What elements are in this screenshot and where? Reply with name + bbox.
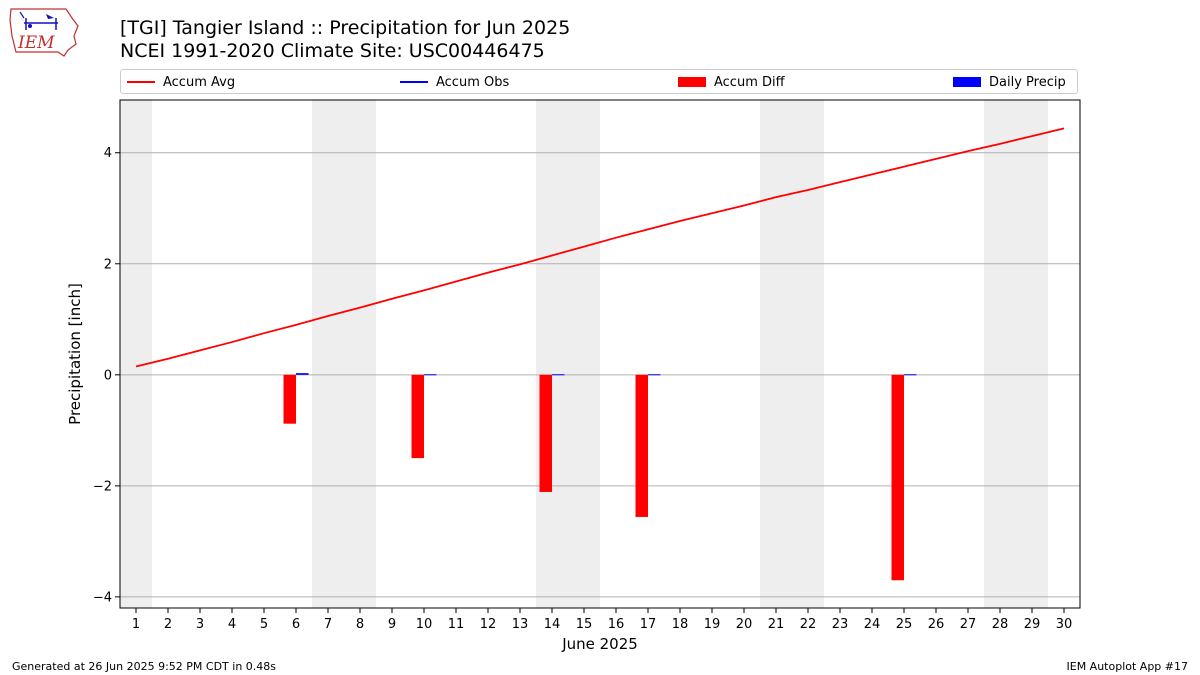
- x-tick-label: 1: [132, 617, 140, 632]
- weekend-band: [760, 100, 792, 608]
- x-tick-label: 29: [1024, 617, 1041, 632]
- x-tick-label: 13: [512, 617, 529, 632]
- x-tick-label: 5: [260, 617, 268, 632]
- x-tick-label: 26: [928, 617, 945, 632]
- accum-diff-bar: [411, 374, 424, 459]
- legend-swatch: [127, 81, 155, 83]
- y-tick-label: −4: [93, 590, 112, 605]
- x-tick-label: 19: [704, 617, 721, 632]
- y-tick-label: 0: [104, 368, 112, 383]
- x-tick-label: 10: [416, 617, 433, 632]
- x-tick-label: 30: [1056, 617, 1073, 632]
- x-tick-label: 8: [356, 617, 364, 632]
- x-tick-label: 9: [388, 617, 396, 632]
- legend-swatch: [678, 77, 706, 87]
- x-tick-label: 21: [768, 617, 785, 632]
- x-tick-label: 20: [736, 617, 753, 632]
- x-tick-label: 15: [576, 617, 593, 632]
- daily-precip-bar: [904, 374, 917, 376]
- x-tick-label: 18: [672, 617, 689, 632]
- x-tick-label: 16: [608, 617, 625, 632]
- y-tick-label: −2: [93, 479, 112, 494]
- plot-frame: [119, 99, 1081, 609]
- x-tick-label: 2: [164, 617, 172, 632]
- legend-label: Accum Avg: [163, 74, 236, 90]
- chart-title: [TGI] Tangier Island :: Precipitation fo…: [120, 17, 571, 39]
- accum-avg-line: [135, 127, 1065, 368]
- x-tick-label: 25: [896, 617, 913, 632]
- weekend-band: [344, 100, 376, 608]
- legend-item-accum-diff: Accum Diff: [678, 73, 785, 91]
- legend-item-daily-precip: Daily Precip: [953, 73, 1066, 91]
- logo-text: IEM: [17, 33, 55, 53]
- footer-app: IEM Autoplot App #17: [1066, 660, 1189, 673]
- x-tick-label: 24: [864, 617, 881, 632]
- iem-logo: IEM: [8, 6, 80, 58]
- x-tick-label: 3: [196, 617, 204, 632]
- weekend-band: [536, 100, 568, 608]
- legend-label: Daily Precip: [989, 74, 1066, 90]
- x-tick-label: 28: [992, 617, 1009, 632]
- weekend-band: [984, 100, 1016, 608]
- y-tick-label: 4: [104, 146, 112, 161]
- x-tick-label: 11: [448, 617, 465, 632]
- x-tick-label: 7: [324, 617, 332, 632]
- legend-item-accum-avg: Accum Avg: [127, 73, 235, 91]
- accum-diff-bar: [635, 374, 648, 517]
- weekend-band: [792, 100, 824, 608]
- legend-swatch: [953, 77, 981, 87]
- x-tick-label: 4: [228, 617, 236, 632]
- x-axis-label: June 2025: [561, 635, 638, 653]
- daily-precip-bar: [296, 373, 309, 375]
- daily-precip-bar: [552, 374, 565, 376]
- x-tick-label: 17: [640, 617, 657, 632]
- y-tick-label: 2: [104, 257, 112, 272]
- accum-diff-bar: [539, 374, 552, 492]
- accum-diff-bar: [283, 374, 296, 424]
- y-axis-label: Precipitation [inch]: [66, 283, 84, 425]
- legend-item-accum-obs: Accum Obs: [400, 73, 509, 91]
- legend-label: Accum Obs: [436, 74, 510, 90]
- x-tick-label: 12: [480, 617, 497, 632]
- x-tick-label: 23: [832, 617, 849, 632]
- x-tick-label: 22: [800, 617, 817, 632]
- x-tick-label: 14: [544, 617, 561, 632]
- legend: Accum Avg Accum Obs Accum Diff Daily Pre…: [120, 69, 1078, 94]
- chart-subtitle: NCEI 1991-2020 Climate Site: USC00446475: [120, 40, 545, 62]
- legend-swatch: [400, 81, 428, 83]
- weekend-band: [312, 100, 344, 608]
- x-tick-label: 6: [292, 617, 300, 632]
- x-tick-label: 27: [960, 617, 977, 632]
- accum-diff-bar: [891, 374, 904, 581]
- legend-label: Accum Diff: [714, 74, 785, 90]
- daily-precip-bar: [424, 374, 437, 376]
- weekend-band: [120, 100, 152, 608]
- weekend-band: [568, 100, 600, 608]
- weekend-band: [1016, 100, 1048, 608]
- daily-precip-bar: [648, 374, 661, 376]
- footer-generated: Generated at 26 Jun 2025 9:52 PM CDT in …: [12, 660, 277, 673]
